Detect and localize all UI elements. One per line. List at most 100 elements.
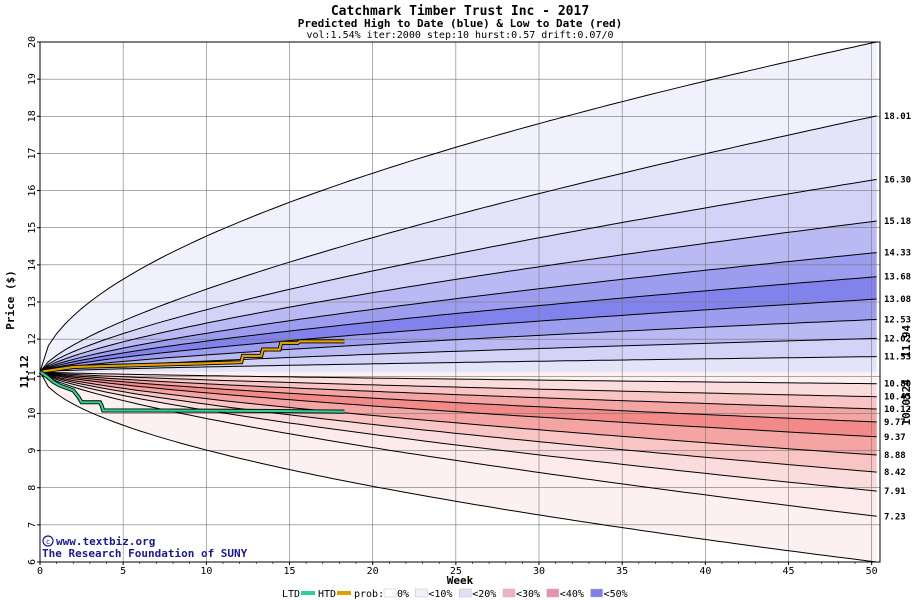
y-tick-label: 15 [27, 222, 38, 234]
high-boundary-4 [40, 252, 877, 373]
low-band-4 [40, 371, 877, 437]
low-end-label: 10.80 [884, 380, 911, 390]
htd-final-label: 11.94 [900, 324, 913, 357]
observed-series [38, 339, 345, 414]
legend-prob-item: <10% [428, 589, 452, 600]
low-band-0 [40, 371, 877, 384]
high-end-label: 18.01 [884, 112, 911, 122]
low-boundary-9 [40, 371, 877, 517]
start-price-label: 11.12 [18, 355, 31, 388]
band-end-labels: 18.01 16.30 15.18 14.33 13.68 13.08 12.53 12.02… [884, 112, 913, 522]
x-tick-label: 40 [699, 566, 711, 577]
copyright-icon-glyph: c [46, 538, 50, 546]
low-end-label: 9.77 [884, 418, 906, 428]
high-band-6 [40, 299, 877, 372]
legend: LTD HTD prob: 0% <10% <20% <30% <40% <50% [282, 588, 628, 600]
high-band-4 [40, 252, 877, 372]
y-tick-label: 7 [27, 522, 38, 528]
y-tick-label: 9 [27, 448, 38, 454]
high-boundary-3 [40, 220, 877, 373]
low-band-9 [40, 371, 877, 562]
copyright-icon [42, 535, 54, 547]
y-tick-label: 10 [27, 407, 38, 419]
low-boundary-5 [40, 371, 877, 438]
high-boundary-9 [40, 356, 877, 373]
low-boundary-6 [40, 371, 877, 456]
chart-subtitle: Predicted High to Date (blue) & Low to D… [298, 17, 623, 30]
low-outer-band [40, 371, 877, 562]
y-tick-label: 20 [27, 36, 38, 48]
high-boundary-5 [40, 276, 877, 373]
legend-htd-swatch [337, 591, 351, 595]
axes: 0 5 10 15 20 25 30 35 40 45 50 6 7 8 9 10 11 12 13 14 15 16 17… [18, 36, 881, 577]
htd-line [39, 340, 345, 373]
low-band-6 [40, 371, 877, 473]
high-band-5 [40, 276, 877, 372]
high-boundary-0 [40, 42, 877, 372]
y-tick-label: 19 [27, 73, 38, 85]
legend-ltd-label: LTD [282, 589, 300, 600]
credit-org: The Research Foundation of SUNY [42, 547, 248, 560]
high-boundary-1 [40, 115, 877, 373]
low-end-label: 9.37 [884, 433, 906, 443]
x-tick-label: 0 [37, 566, 43, 577]
high-boundary-7 [40, 319, 877, 373]
legend-prob-swatch [590, 588, 603, 598]
band-boundary-lines [40, 42, 877, 562]
high-end-label: 15.18 [884, 217, 911, 227]
low-end-label: 8.42 [884, 468, 906, 478]
legend-prob-item: 0% [397, 589, 409, 600]
high-band-8 [40, 338, 877, 372]
high-end-label: 16.30 [884, 175, 911, 185]
low-band-7 [40, 371, 877, 492]
high-boundary-6 [40, 298, 877, 373]
high-end-label: 14.33 [884, 249, 911, 259]
low-end-label: 10.45 [884, 393, 911, 403]
ltd-line [39, 370, 345, 413]
low-band-8 [40, 371, 877, 517]
grid [39, 41, 880, 563]
low-end-label: 7.91 [884, 487, 906, 497]
x-tick-label: 25 [450, 566, 462, 577]
chart-title: Catchmark Timber Trust Inc - 2017 [331, 4, 589, 19]
x-tick-label: 20 [367, 566, 379, 577]
chart-params: vol:1.54% iter:2000 step:10 hurst:0.57 d… [306, 30, 613, 41]
legend-htd-label: HTD [318, 589, 336, 600]
legend-prob-item: <30% [516, 589, 540, 600]
low-boundary-4 [40, 371, 877, 423]
high-end-label: 13.08 [884, 295, 911, 305]
y-tick-label: 13 [27, 296, 38, 308]
legend-prob-swatch [502, 588, 516, 598]
x-tick-label: 5 [120, 566, 126, 577]
x-tick-label: 45 [782, 566, 794, 577]
legend-prob-swatch [383, 588, 397, 598]
low-boundary-3 [40, 371, 877, 410]
legend-prob-label: prob: [354, 589, 384, 600]
x-axis-label: Week [447, 574, 474, 587]
low-end-label: 10.12 [884, 405, 911, 415]
high-end-label: 12.02 [884, 334, 911, 344]
low-boundary-1 [40, 371, 877, 385]
y-tick-label: 17 [27, 147, 38, 159]
x-tick-label: 50 [866, 566, 878, 577]
y-tick-label: 6 [27, 559, 38, 565]
low-boundary-7 [40, 371, 877, 473]
legend-ltd-swatch [301, 591, 315, 595]
high-end-label: 13.68 [884, 273, 911, 283]
y-tick-label: 16 [27, 185, 38, 197]
legend-prob-swatch [546, 588, 560, 598]
x-tick-label: 15 [283, 566, 295, 577]
credit-box: c www.textbiz.org The Research Foundatio… [42, 535, 248, 560]
legend-prob-item: <40% [560, 589, 584, 600]
high-band-0 [40, 42, 877, 372]
legend-prob-item: <50% [604, 589, 628, 600]
low-end-label: 8.88 [884, 451, 906, 461]
low-band-2 [40, 371, 877, 409]
y-tick-label: 12 [27, 333, 38, 345]
legend-prob-swatch [415, 588, 428, 598]
x-tick-label: 10 [200, 566, 212, 577]
low-band-3 [40, 371, 877, 422]
high-end-label: 11.53 [884, 353, 911, 363]
credit-url: www.textbiz.org [56, 535, 155, 548]
low-boundary-2 [40, 371, 877, 398]
